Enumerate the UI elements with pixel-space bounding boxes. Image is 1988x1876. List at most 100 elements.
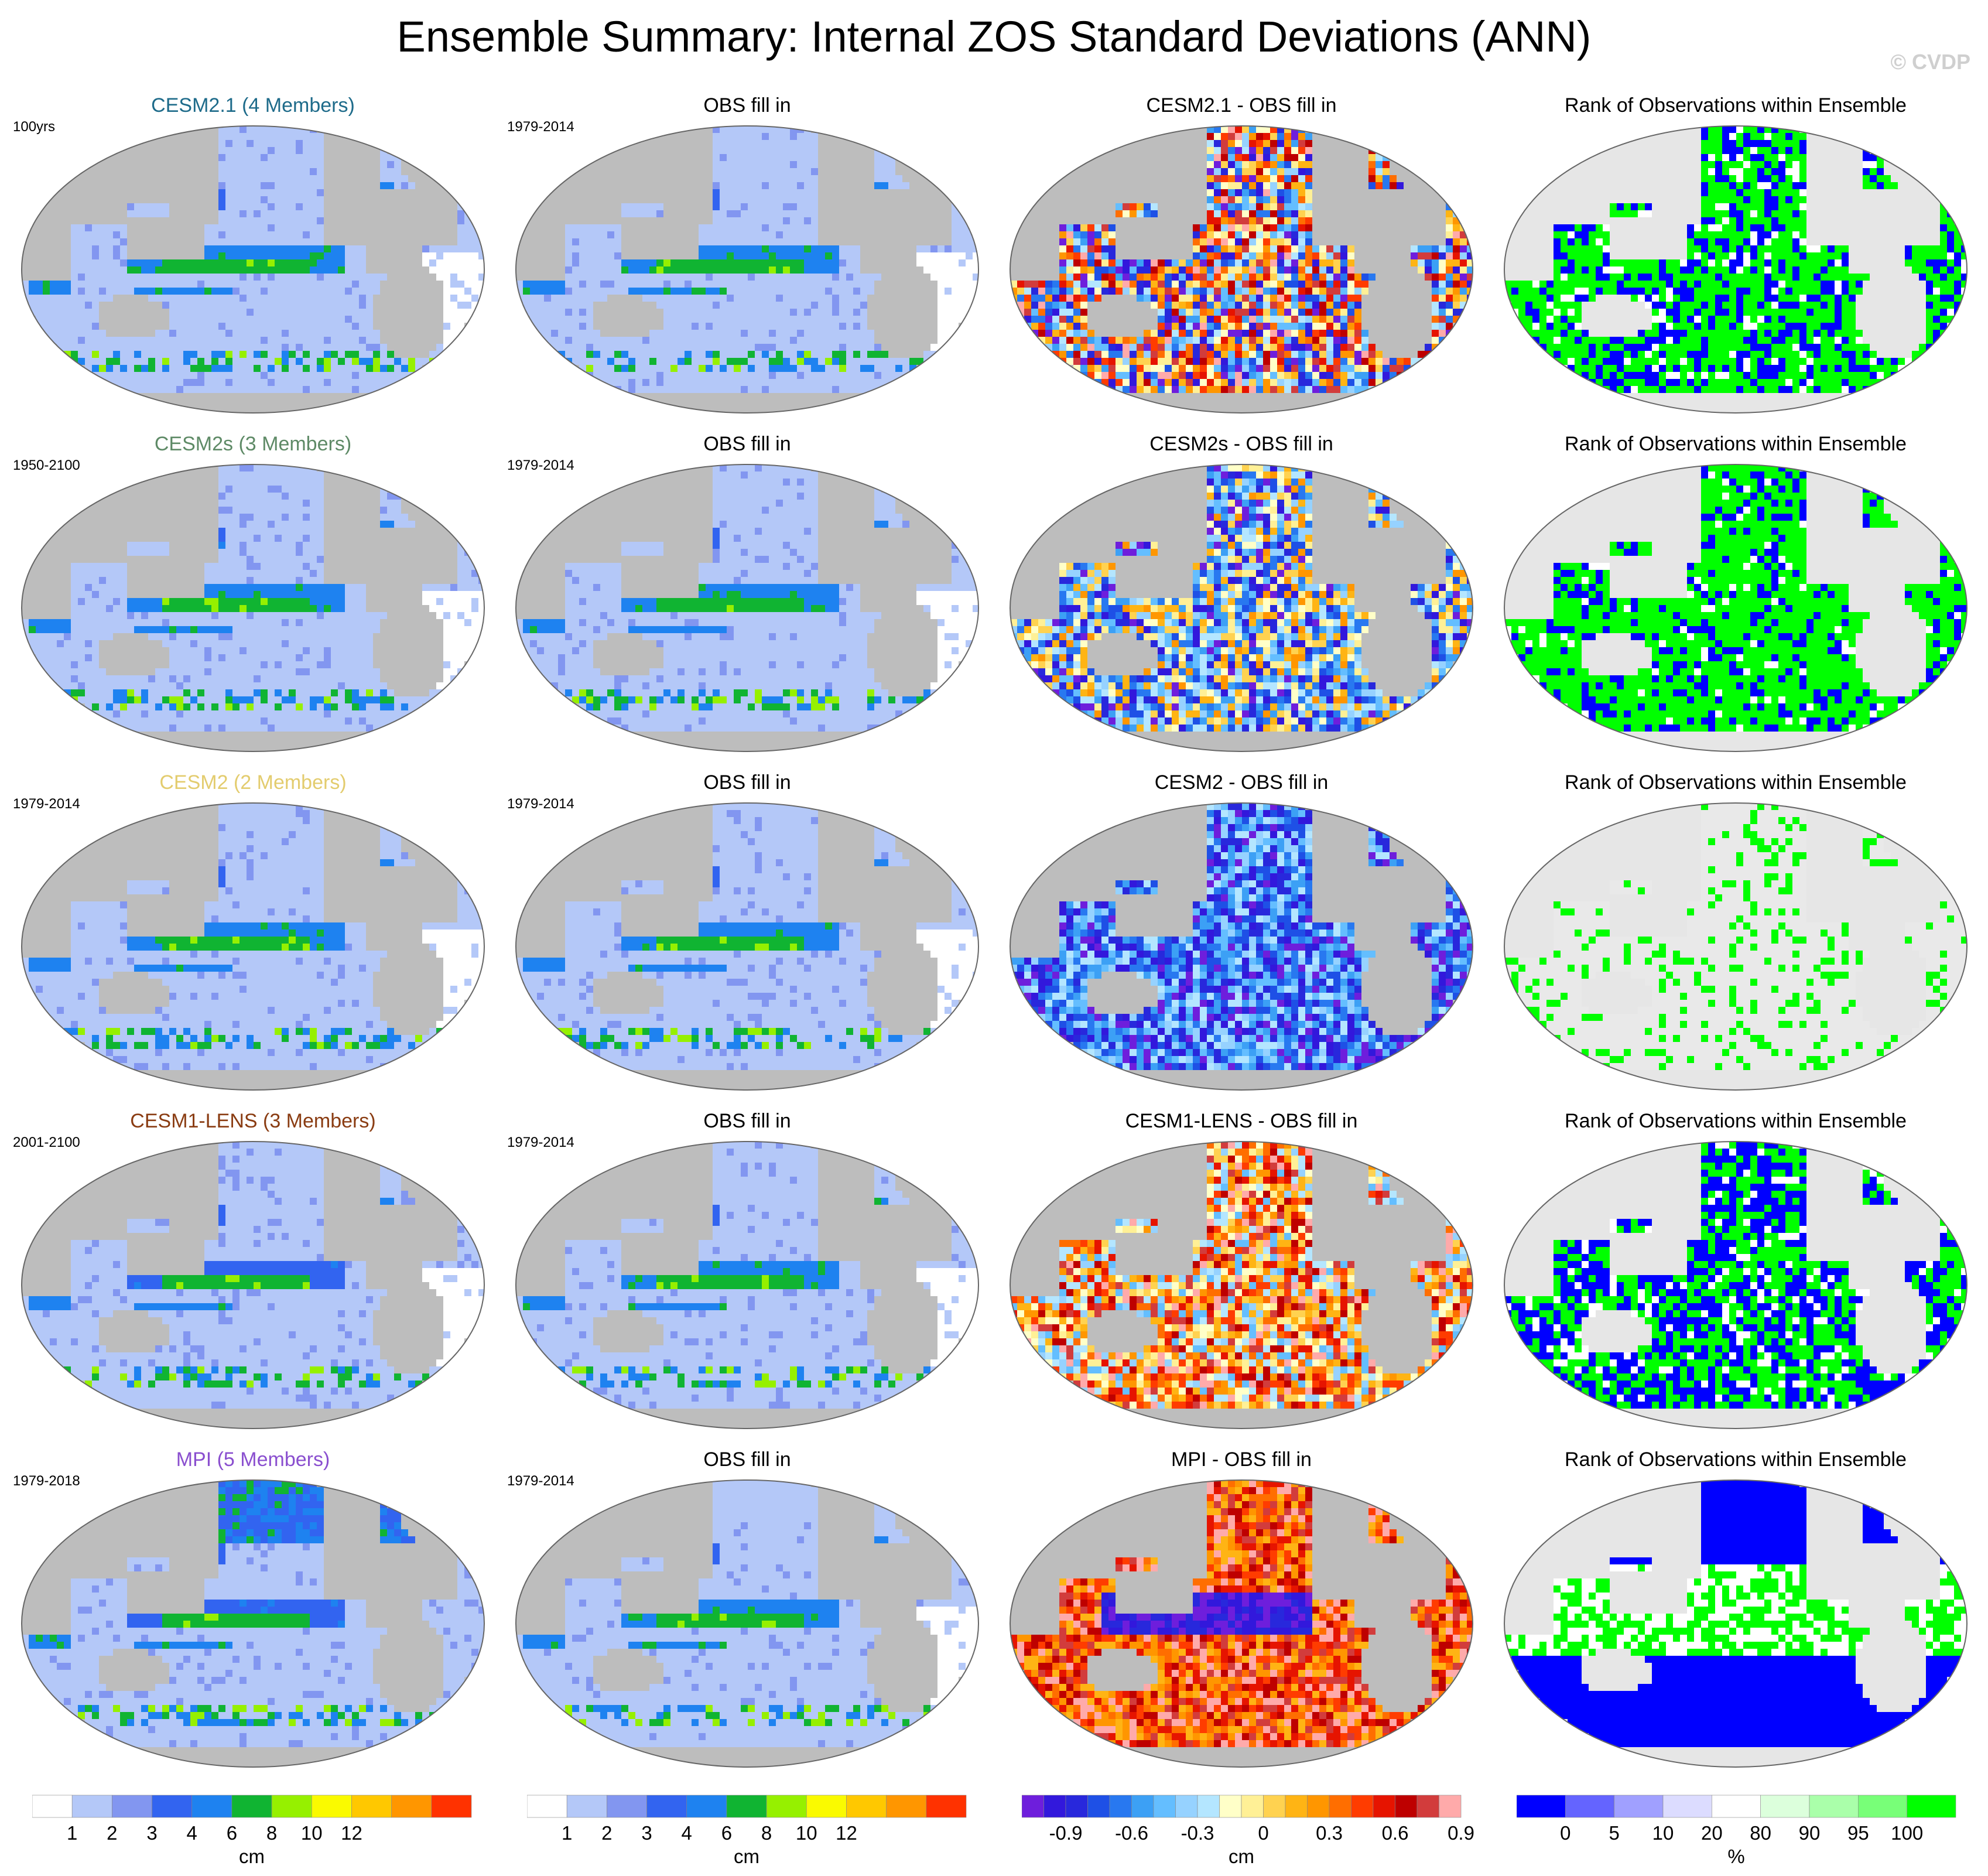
colorbar-tick-label: 8: [266, 1823, 277, 1844]
colorbar-tick-label: 0.6: [1382, 1823, 1409, 1844]
colorbar-rank: 0 5 10 20 80 90 95 100%: [1517, 1792, 1973, 1868]
colorbar-swatch: [1662, 1795, 1712, 1818]
panel-period: 1979-2014: [507, 1134, 574, 1151]
panel-period: 100yrs: [13, 118, 55, 136]
map-panel-model-sd: CESM2s (3 Members) 1950-2100: [13, 432, 493, 760]
map-panel-obs-sd: OBS fill in 1979-2014: [507, 1109, 987, 1437]
map-panel-model-sd: CESM1-LENS (3 Members) 2001-2100: [13, 1109, 493, 1437]
map-panel-difference: MPI - OBS fill in: [1001, 1448, 1481, 1776]
colorbar-sd_obs: 1 2 3 4 6 8 10 12 cm: [527, 1792, 984, 1868]
panel-period: 1979-2018: [13, 1472, 80, 1490]
colorbar-tick-label: 10: [1652, 1823, 1674, 1844]
colorbar-swatch: [1087, 1795, 1110, 1818]
colorbar-swatch: [1109, 1795, 1132, 1818]
colorbar-swatch: [1065, 1795, 1088, 1818]
map-difference: [1010, 125, 1473, 414]
colorbar-unit: cm: [734, 1846, 759, 1867]
panel-period: 1979-2014: [507, 457, 574, 474]
colorbar-swatch: [1760, 1795, 1810, 1818]
map-panel-difference: CESM1-LENS - OBS fill in: [1001, 1109, 1481, 1437]
panel-title: Rank of Observations within Ensemble: [1496, 1448, 1976, 1471]
panel-title: OBS fill in: [507, 771, 987, 794]
colorbar-tick-label: 1: [67, 1823, 77, 1844]
map-difference: [1010, 464, 1473, 752]
colorbar-swatch: [271, 1795, 312, 1818]
cvdp-watermark: © CVDP: [1890, 50, 1970, 74]
colorbar-swatch: [527, 1795, 567, 1818]
colorbar-swatch: [1285, 1795, 1308, 1818]
colorbar-tick-label: 8: [761, 1823, 772, 1844]
colorbar-swatch: [1263, 1795, 1286, 1818]
colorbar-tick-label: 12: [836, 1823, 857, 1844]
colorbar-swatch: [1517, 1795, 1566, 1818]
colorbar-swatch: [191, 1795, 232, 1818]
colorbar-tick-label: 20: [1701, 1823, 1723, 1844]
colorbar-swatch: [726, 1795, 767, 1818]
colorbar-swatch: [391, 1795, 432, 1818]
colorbar-tick-label: 2: [601, 1823, 612, 1844]
colorbar-swatch: [431, 1795, 472, 1818]
panel-title: CESM1-LENS - OBS fill in: [1001, 1109, 1481, 1133]
colorbar-swatch: [1439, 1795, 1462, 1818]
colorbar-swatch: [1565, 1795, 1614, 1818]
colorbar-tick-label: 0: [1258, 1823, 1268, 1844]
colorbar-swatch: [646, 1795, 687, 1818]
panel-title: CESM2 (2 Members): [13, 771, 493, 794]
map-obs-sd: [515, 125, 979, 414]
colorbar-swatch: [1153, 1795, 1176, 1818]
colorbar-tick-label: 3: [641, 1823, 652, 1844]
colorbar-swatch: [152, 1795, 193, 1818]
map-model-sd: [21, 125, 485, 414]
panel-period: 1950-2100: [13, 457, 80, 474]
map-obs-sd: [515, 1479, 979, 1768]
panel-title: OBS fill in: [507, 1448, 987, 1471]
map-difference: [1010, 802, 1473, 1091]
map-rank: [1504, 1479, 1968, 1768]
colorbar-tick-label: 90: [1799, 1823, 1821, 1844]
map-panel-difference: CESM2s - OBS fill in: [1001, 432, 1481, 760]
colorbar-tick-label: -0.9: [1049, 1823, 1083, 1844]
panel-title: Rank of Observations within Ensemble: [1496, 771, 1976, 794]
colorbar-swatch: [846, 1795, 887, 1818]
panel-title: MPI (5 Members): [13, 1448, 493, 1471]
map-rank: [1504, 1141, 1968, 1429]
colorbar-tick-label: 10: [301, 1823, 323, 1844]
panel-title: CESM1-LENS (3 Members): [13, 1109, 493, 1133]
panel-title: CESM2s (3 Members): [13, 432, 493, 456]
colorbar-tick-label: 0.9: [1448, 1823, 1474, 1844]
map-rank: [1504, 125, 1968, 414]
map-panel-obs-sd: OBS fill in 1979-2014: [507, 1448, 987, 1776]
colorbar-tick-label: 100: [1891, 1823, 1923, 1844]
colorbar-tick-label: 0.3: [1316, 1823, 1343, 1844]
colorbar-swatch: [1329, 1795, 1351, 1818]
colorbar-tick-label: 6: [227, 1823, 237, 1844]
colorbar-swatch: [1175, 1795, 1198, 1818]
colorbar-swatch: [607, 1795, 647, 1818]
map-model-sd: [21, 1141, 485, 1429]
colorbar-diff: -0.9 -0.6 -0.3 0 0.3 0.6 0.9 cm: [1022, 1792, 1479, 1868]
colorbar-swatch: [1858, 1795, 1907, 1818]
colorbar-unit: cm: [1229, 1846, 1254, 1867]
colorbar-tick-label: 3: [146, 1823, 157, 1844]
map-difference: [1010, 1141, 1473, 1429]
panel-period: 1979-2014: [507, 118, 574, 136]
colorbar-tick-label: 4: [682, 1823, 692, 1844]
map-panel-obs-sd: OBS fill in 1979-2014: [507, 94, 987, 422]
map-obs-sd: [515, 464, 979, 752]
map-obs-sd: [515, 1141, 979, 1429]
colorbar-swatch: [886, 1795, 927, 1818]
colorbar-tick-label: 1: [562, 1823, 572, 1844]
panel-period: 1979-2014: [507, 795, 574, 813]
map-panel-difference: CESM2.1 - OBS fill in: [1001, 94, 1481, 422]
panel-title: OBS fill in: [507, 94, 987, 117]
colorbar-swatch: [1307, 1795, 1330, 1818]
colorbar-swatch: [686, 1795, 727, 1818]
colorbar-tick-label: 4: [187, 1823, 197, 1844]
colorbar-swatch: [1809, 1795, 1859, 1818]
panel-title: OBS fill in: [507, 1109, 987, 1133]
colorbar-swatch: [112, 1795, 152, 1818]
panel-title: OBS fill in: [507, 432, 987, 456]
map-panel-rank: Rank of Observations within Ensemble: [1496, 432, 1976, 760]
map-panel-rank: Rank of Observations within Ensemble: [1496, 771, 1976, 1099]
colorbar-swatch: [71, 1795, 112, 1818]
